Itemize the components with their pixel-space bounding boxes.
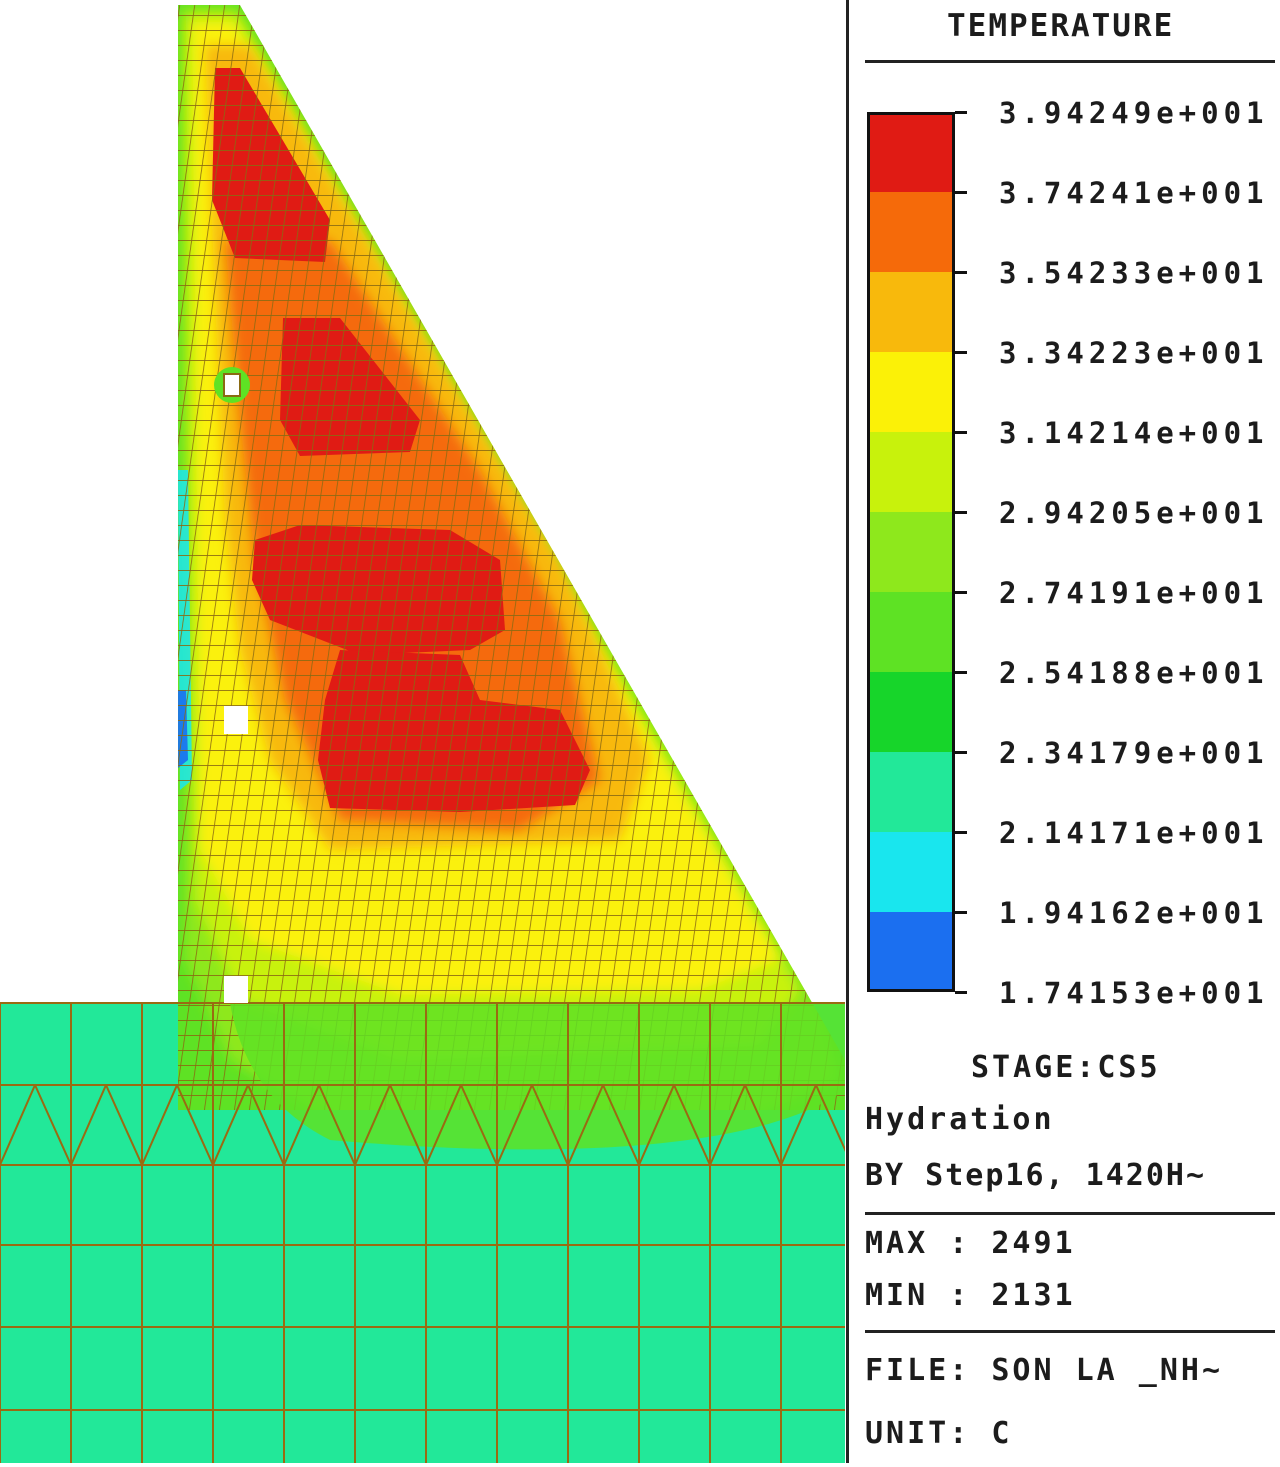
legend-swatch-1 bbox=[867, 112, 955, 192]
legend-label-4: 3.34223e+001 bbox=[999, 336, 1269, 370]
legend-tick-4 bbox=[955, 351, 967, 354]
legend-swatch-7 bbox=[867, 592, 955, 672]
legend-label-bottom: 1.74153e+001 bbox=[999, 976, 1269, 1010]
legend-label-8: 2.54188e+001 bbox=[999, 656, 1269, 690]
gallery-opening-lower[interactable] bbox=[224, 976, 248, 1003]
legend-tick-bottom bbox=[955, 991, 967, 994]
legend-label-5: 3.14214e+001 bbox=[999, 416, 1269, 450]
foundation-mesh bbox=[0, 1002, 853, 1463]
step-label: BY Step16, 1420H~ bbox=[865, 1158, 1207, 1193]
legend-tick-9 bbox=[955, 751, 967, 754]
legend-label-10: 2.14171e+001 bbox=[999, 816, 1269, 850]
legend-tick-1 bbox=[955, 111, 967, 114]
legend-tick-2 bbox=[955, 191, 967, 194]
analysis-type: Hydration bbox=[865, 1102, 1055, 1137]
legend-swatch-10 bbox=[867, 832, 955, 912]
legend-label-7: 2.74191e+001 bbox=[999, 576, 1269, 610]
min-value: MIN : 2131 bbox=[865, 1278, 1076, 1313]
legend-label-6: 2.94205e+001 bbox=[999, 496, 1269, 530]
legend-swatch-3 bbox=[867, 272, 955, 352]
rule-2 bbox=[865, 1212, 1275, 1215]
model-viewport[interactable] bbox=[0, 0, 853, 1463]
legend-label-11: 1.94162e+001 bbox=[999, 896, 1269, 930]
legend-tick-7 bbox=[955, 591, 967, 594]
stage-label: STAGE:CS5 bbox=[971, 1050, 1161, 1085]
legend-label-1: 3.94249e+001 bbox=[999, 96, 1269, 130]
legend-panel: TEMPERATURE 3.94249e+001 3.74241e+001 3.54… bbox=[849, 0, 1280, 1463]
legend-label-3: 3.54233e+001 bbox=[999, 256, 1269, 290]
legend-swatch-2 bbox=[867, 192, 955, 272]
legend-tick-11 bbox=[955, 911, 967, 914]
legend-tick-3 bbox=[955, 271, 967, 274]
legend-swatch-9 bbox=[867, 752, 955, 832]
legend-label-2: 3.74241e+001 bbox=[999, 176, 1269, 210]
legend-swatch-6 bbox=[867, 512, 955, 592]
legend-swatch-11 bbox=[867, 912, 955, 992]
dam-temperature-contour bbox=[0, 5, 853, 1463]
legend-label-9: 2.34179e+001 bbox=[999, 736, 1269, 770]
dam-body bbox=[178, 5, 845, 1110]
legend-swatch-8 bbox=[867, 672, 955, 752]
rule-3 bbox=[865, 1330, 1275, 1333]
legend-title: TEMPERATURE bbox=[947, 8, 1175, 44]
legend-tick-10 bbox=[955, 831, 967, 834]
legend-swatch-5 bbox=[867, 432, 955, 512]
panel-divider bbox=[846, 0, 849, 1463]
gallery-opening-upper[interactable] bbox=[223, 373, 241, 397]
max-value: MAX : 2491 bbox=[865, 1226, 1076, 1261]
legend-frame bbox=[867, 112, 955, 992]
foundation-heat-plume bbox=[230, 1003, 845, 1150]
legend-tick-5 bbox=[955, 431, 967, 434]
file-label: FILE: SON LA _NH~ bbox=[865, 1353, 1224, 1388]
legend-swatch-4 bbox=[867, 352, 955, 432]
unit-label: UNIT: C bbox=[865, 1416, 1013, 1451]
title-rule bbox=[865, 60, 1275, 63]
gallery-opening-middle[interactable] bbox=[224, 706, 248, 734]
legend-tick-6 bbox=[955, 511, 967, 514]
legend-tick-8 bbox=[955, 671, 967, 674]
